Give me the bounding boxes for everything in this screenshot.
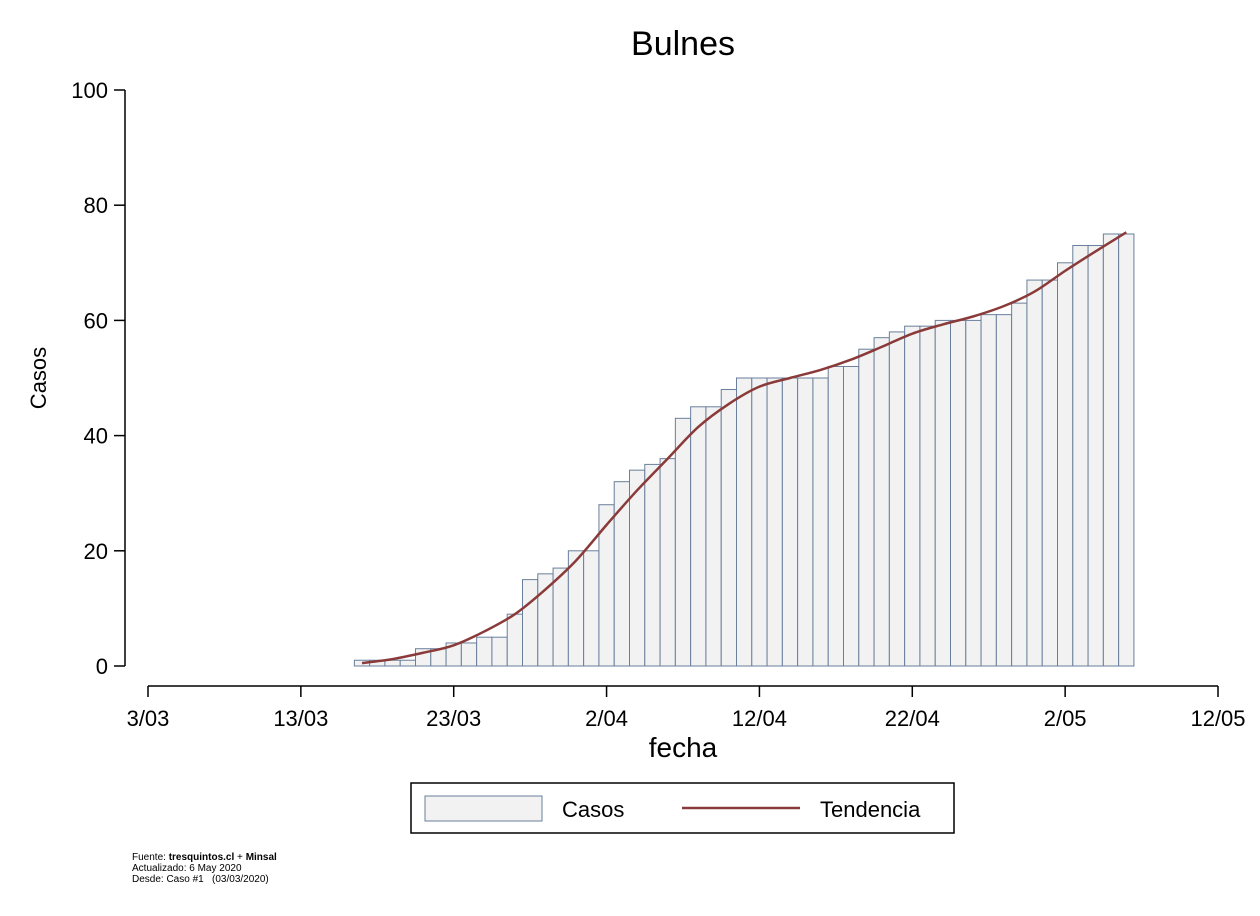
bar [873,337,890,667]
bar [583,550,600,667]
bar [491,636,508,667]
bar [1072,245,1089,667]
bar [476,636,493,667]
bar [659,458,676,667]
bar [537,573,554,667]
bar [1041,279,1058,667]
bar [934,319,952,667]
bar [965,319,982,667]
bar [950,319,967,667]
bar [690,406,707,667]
footer-source: Fuente: tresquintos.cl + Minsal [132,852,277,863]
bar [598,504,615,667]
bar [613,481,631,667]
bar [720,389,738,667]
footer-source-prefix: Fuente: [132,852,169,863]
chart-title: Bulnes [631,25,735,63]
bar [904,325,921,667]
x-axis: 3/03 13/03 23/03 2/04 12/04 22/04 2/05 12/05 [127,685,1246,731]
legend: Casos Tendencia [410,782,955,834]
y-tick-label: 100 [71,78,108,103]
x-tick-label: 3/03 [127,706,170,731]
footer-updated: Actualizado: 6 May 2020 [132,863,242,874]
bar [399,659,417,667]
y-axis-label: Casos [26,347,51,409]
bar [1026,279,1043,667]
bar [629,469,646,667]
x-tick-label: 12/04 [732,706,787,731]
bar [460,642,478,667]
x-tick-label: 22/04 [885,706,940,731]
bar [1102,233,1120,667]
y-tick-label: 20 [84,539,108,564]
x-tick-label: 13/03 [273,706,328,731]
x-tick-label: 2/05 [1044,706,1087,731]
footer-source-site: tresquintos.cl [168,852,235,863]
legend-line-label: Tendencia [820,797,921,822]
bar [506,613,524,667]
y-tick-label: 40 [84,424,108,449]
bar [843,365,860,667]
bar [827,365,845,667]
y-tick-label: 0 [96,654,108,679]
x-tick-label: 23/03 [426,706,481,731]
y-axis: 0 20 40 60 80 100 [71,78,126,679]
footer: Fuente: tresquintos.cl + Minsal Actualiz… [132,852,277,885]
bar [919,325,936,667]
footer-source-plus: + [234,852,246,863]
legend-bar-label: Casos [562,797,624,822]
bar [781,377,799,667]
bar [995,314,1013,667]
bar [1057,262,1074,667]
x-axis-label: fecha [649,732,718,763]
bar [705,406,722,667]
bar [522,579,539,667]
bar [736,377,753,667]
x-tick-label: 2/04 [585,706,628,731]
bar [751,377,768,667]
legend-bar-swatch [424,795,543,822]
y-tick-label: 80 [84,193,108,218]
bar [888,331,906,667]
bar [766,377,783,667]
bar [644,463,661,667]
bar [1087,245,1104,667]
x-tick-label: 12/05 [1190,706,1245,731]
bar [552,567,569,667]
bar [797,377,814,667]
bar [980,314,997,667]
bar [858,348,875,667]
footer-since: Desde: Caso #1 (03/03/2020) [132,874,269,885]
y-tick-label: 60 [84,308,108,333]
bar [1118,233,1135,667]
footer-source-org: Minsal [245,852,277,863]
bar [812,377,829,667]
bar-series [353,233,1135,667]
trend-line [361,231,1127,665]
bar [674,417,692,667]
bar [1011,302,1028,667]
bar [567,550,585,667]
